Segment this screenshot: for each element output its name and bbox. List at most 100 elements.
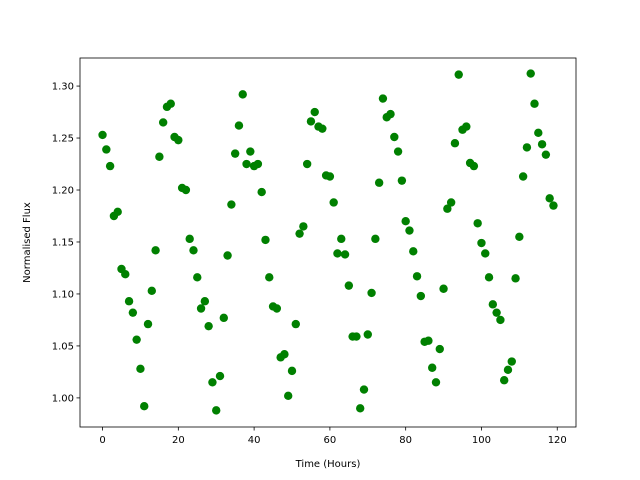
point bbox=[526, 69, 535, 78]
point bbox=[446, 198, 456, 207]
point bbox=[265, 273, 274, 282]
point bbox=[189, 246, 198, 255]
point bbox=[405, 226, 414, 235]
point bbox=[287, 366, 297, 376]
point bbox=[174, 135, 183, 145]
point bbox=[284, 391, 293, 401]
point bbox=[333, 249, 342, 258]
point bbox=[121, 270, 130, 279]
point bbox=[481, 249, 490, 258]
point bbox=[200, 297, 210, 306]
point bbox=[215, 371, 225, 381]
point bbox=[124, 297, 134, 306]
point bbox=[291, 319, 300, 329]
point bbox=[230, 149, 240, 158]
point bbox=[185, 234, 194, 244]
point bbox=[98, 130, 107, 140]
point bbox=[488, 300, 498, 309]
point bbox=[208, 378, 217, 387]
point bbox=[409, 247, 418, 256]
point bbox=[223, 251, 232, 260]
point bbox=[238, 90, 247, 99]
point bbox=[412, 272, 422, 281]
point bbox=[477, 238, 486, 248]
point bbox=[549, 201, 558, 210]
point bbox=[143, 319, 153, 329]
point bbox=[522, 143, 532, 152]
point bbox=[435, 344, 444, 354]
point bbox=[443, 204, 452, 213]
point bbox=[147, 286, 157, 296]
point bbox=[302, 159, 312, 169]
point bbox=[534, 128, 543, 138]
point bbox=[428, 363, 437, 372]
point bbox=[367, 288, 376, 298]
y-tick-label: 1.20 bbox=[52, 186, 74, 197]
point bbox=[257, 187, 266, 197]
point bbox=[242, 159, 251, 169]
point bbox=[219, 313, 228, 323]
point bbox=[204, 321, 213, 331]
point bbox=[102, 145, 111, 154]
point bbox=[212, 406, 221, 415]
x-tick-label: 40 bbox=[248, 435, 261, 446]
point bbox=[151, 246, 160, 255]
plot-frame bbox=[79, 57, 577, 428]
x-tick-label: 20 bbox=[172, 435, 185, 446]
point bbox=[113, 207, 122, 217]
point bbox=[401, 216, 410, 226]
point bbox=[196, 304, 206, 313]
point bbox=[246, 147, 255, 156]
point bbox=[503, 365, 513, 375]
point bbox=[393, 147, 403, 156]
point bbox=[499, 376, 509, 385]
point bbox=[261, 235, 270, 245]
y-tick-label: 1.10 bbox=[52, 289, 74, 300]
point bbox=[492, 308, 501, 317]
y-tick-label: 1.15 bbox=[52, 237, 74, 248]
point bbox=[541, 150, 551, 159]
y-tick-label: 1.05 bbox=[52, 341, 74, 352]
point bbox=[325, 172, 335, 181]
point bbox=[140, 402, 149, 411]
x-tick-label: 100 bbox=[472, 435, 491, 446]
point bbox=[128, 308, 138, 317]
point bbox=[511, 274, 520, 283]
point bbox=[295, 229, 304, 238]
point bbox=[507, 357, 516, 366]
point bbox=[344, 281, 354, 290]
point bbox=[318, 124, 327, 133]
y-tick-label: 1.00 bbox=[52, 393, 74, 404]
point bbox=[166, 99, 175, 108]
point bbox=[416, 291, 426, 301]
point bbox=[530, 99, 539, 108]
point bbox=[363, 330, 372, 339]
point bbox=[158, 118, 168, 127]
y-axis-label: Normalised Flux bbox=[22, 202, 33, 283]
point bbox=[193, 273, 202, 282]
x-tick-label: 60 bbox=[324, 435, 337, 446]
point bbox=[386, 109, 395, 119]
point bbox=[424, 336, 433, 345]
point bbox=[136, 364, 145, 373]
point bbox=[356, 404, 365, 413]
point bbox=[299, 222, 308, 231]
point bbox=[518, 172, 528, 181]
y-tick-label: 1.30 bbox=[52, 82, 74, 93]
y-tick-label: 1.25 bbox=[52, 134, 74, 145]
x-tick-label: 80 bbox=[399, 435, 412, 446]
point bbox=[272, 304, 282, 313]
point bbox=[450, 139, 460, 148]
x-tick-label: 0 bbox=[99, 435, 105, 446]
point bbox=[469, 161, 479, 171]
point bbox=[397, 176, 407, 185]
point bbox=[545, 194, 554, 203]
point bbox=[454, 70, 463, 79]
point bbox=[378, 94, 388, 103]
point bbox=[374, 178, 384, 187]
point bbox=[390, 132, 399, 142]
point bbox=[337, 234, 346, 244]
